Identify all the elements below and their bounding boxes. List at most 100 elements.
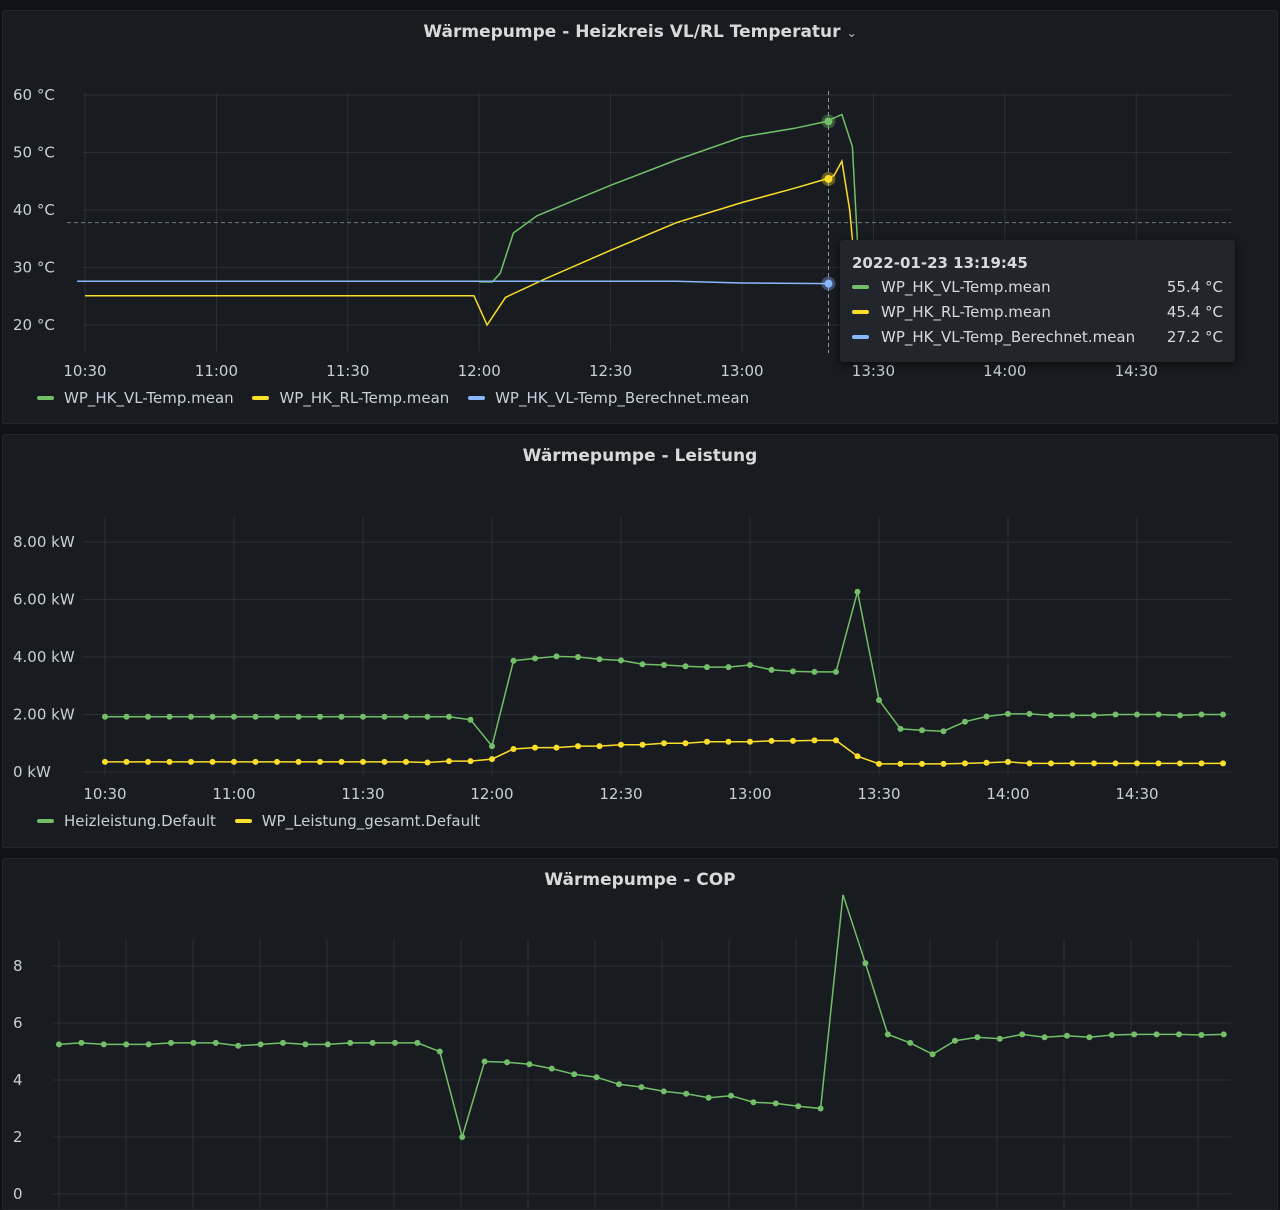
data-point: [1176, 1031, 1182, 1038]
legend-item-leistung-gesamt[interactable]: WP_Leistung_gesamt.Default: [234, 812, 480, 830]
power-chart[interactable]: 8.00 kW 6.00 kW 4.00 kW 2.00 kW 0 kW 10:30 11:…: [3, 435, 1277, 847]
hover-tooltip: 2022-01-23 13:19:45 WP_HK_VL-Temp.mean 55…: [840, 240, 1235, 362]
data-point: [324, 1041, 331, 1048]
data-point: [1198, 760, 1205, 767]
hover-marker: [824, 117, 833, 126]
legend-item-heizleistung[interactable]: Heizleistung.Default: [37, 812, 216, 830]
data-point: [1026, 710, 1033, 717]
data-point: [974, 1034, 981, 1041]
y-tick-label: 0: [13, 1185, 23, 1203]
x-tick-label: 10:30: [83, 785, 126, 803]
data-point: [996, 1035, 1003, 1042]
data-point: [1048, 760, 1054, 767]
data-point: [596, 656, 603, 663]
data-point: [983, 713, 990, 720]
data-point: [854, 753, 861, 760]
legend-item-rl-temp[interactable]: WP_HK_RL-Temp.mean: [252, 389, 449, 407]
data-point: [347, 1039, 354, 1046]
x-tick-label: 14:00: [983, 362, 1026, 380]
data-point: [231, 713, 237, 720]
data-point: [209, 713, 216, 720]
data-point: [235, 1042, 242, 1049]
data-point: [166, 758, 173, 765]
data-point: [618, 741, 624, 748]
y-tick-label: 8: [13, 957, 23, 975]
data-point: [897, 760, 904, 767]
data-point: [940, 760, 947, 767]
data-point: [424, 759, 431, 766]
x-tick-label: 11:30: [326, 362, 369, 380]
x-tick-label: 10:30: [63, 362, 106, 380]
data-point: [489, 756, 495, 763]
data-point: [575, 743, 581, 750]
data-point: [467, 758, 474, 765]
tooltip-swatch: [852, 284, 869, 289]
data-point: [553, 744, 560, 751]
power-panel: Wärmepumpe - Leistung 8.00 kW 6.00 kW 4.00…: [2, 434, 1278, 848]
data-point: [768, 737, 775, 744]
data-point: [102, 758, 108, 765]
data-point: [1220, 711, 1226, 718]
data-point: [854, 588, 861, 595]
x-tick-label: 11:00: [195, 362, 238, 380]
data-point: [532, 655, 538, 662]
data-point: [833, 737, 839, 744]
data-point: [596, 743, 603, 750]
data-point: [504, 1059, 510, 1066]
data-point: [317, 713, 323, 720]
data-point: [145, 713, 151, 720]
data-point: [532, 744, 538, 751]
data-point: [123, 1041, 130, 1048]
data-point: [459, 1134, 466, 1140]
data-point: [102, 713, 108, 720]
data-point: [682, 663, 689, 670]
data-point: [295, 758, 302, 765]
tooltip-row: WP_HK_VL-Temp_Berechnet.mean 27.2 °C: [852, 328, 1223, 348]
data-point: [274, 713, 280, 720]
chevron-down-icon[interactable]: ⌄: [846, 26, 857, 40]
data-point: [940, 728, 947, 735]
y-tick-label: 30 °C: [13, 259, 55, 277]
data-point: [862, 960, 869, 967]
data-point: [188, 758, 194, 765]
data-point: [212, 1039, 219, 1046]
data-point: [1005, 710, 1011, 717]
x-tick-label: 11:00: [212, 785, 255, 803]
data-point: [1112, 711, 1119, 718]
x-tick-label: 14:30: [1115, 785, 1158, 803]
panel-title[interactable]: Wärmepumpe - Leistung: [522, 446, 758, 466]
data-point: [616, 1081, 622, 1088]
x-tick-label: 14:00: [986, 785, 1029, 803]
legend-item-vl-berechnet[interactable]: WP_HK_VL-Temp_Berechnet.mean: [468, 389, 749, 407]
data-point: [467, 716, 474, 723]
legend-swatch: [37, 395, 54, 400]
data-point: [661, 662, 667, 668]
data-point: [360, 758, 366, 765]
data-point: [123, 713, 130, 720]
data-point: [661, 740, 667, 747]
y-tick-label: 40 °C: [13, 201, 55, 219]
legend-item-vl-temp[interactable]: WP_HK_VL-Temp.mean: [37, 389, 234, 407]
y-tick-label: 6.00 kW: [13, 591, 75, 609]
data-point: [1155, 711, 1162, 718]
legend-swatch: [252, 395, 270, 400]
data-point: [929, 1051, 936, 1058]
tooltip-time: 2022-01-23 13:19:45: [852, 254, 1028, 272]
data-point: [907, 1039, 914, 1046]
data-point: [1134, 711, 1140, 718]
temperature-chart[interactable]: 60 °C 50 °C 40 °C 30 °C 20 °C 10:30 11:00 11:30…: [3, 11, 1277, 423]
panel-title[interactable]: Wärmepumpe - Heizkreis VL/RL Temperatur ⌄: [423, 22, 857, 42]
data-point: [145, 1041, 152, 1048]
panel-title[interactable]: Wärmepumpe - COP: [544, 870, 736, 890]
data-point: [1064, 1032, 1070, 1039]
data-point: [897, 725, 904, 732]
data-point: [436, 1048, 443, 1055]
cop-chart[interactable]: 8 6 4 2 0: [3, 859, 1277, 1209]
data-point: [919, 760, 925, 767]
data-point: [56, 1041, 62, 1048]
legend-swatch: [37, 818, 54, 823]
x-tick-label: 13:00: [720, 362, 763, 380]
data-point: [553, 653, 560, 660]
data-point: [876, 697, 882, 704]
data-point: [414, 1039, 421, 1046]
